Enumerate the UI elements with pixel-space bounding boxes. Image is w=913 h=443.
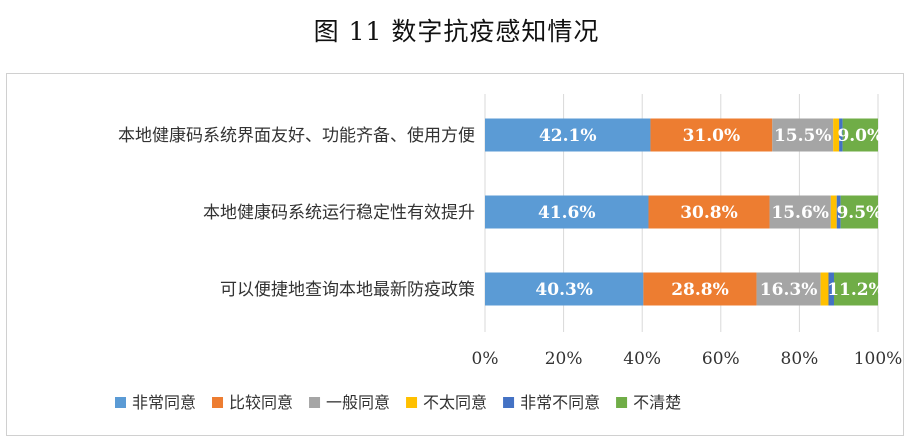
stacked-bar-chart: 42.1% 31.0% 15.5% 9.0% 41.6% 30.8% 15.6% 9.5% 40… (115, 94, 903, 412)
bar-segment (839, 118, 843, 152)
bar-segment (833, 118, 840, 152)
bars: 42.1% 31.0% 15.5% 9.0% 41.6% 30.8% 15.6% 9.5% 40… (485, 118, 885, 306)
legend-entry: 一般同意 (326, 393, 390, 412)
x-tick-labels: 0% 20% 40% 60% 80% 100% (472, 349, 903, 369)
chart-frame: 42.1% 31.0% 15.5% 9.0% 41.6% 30.8% 15.6% 9.5% 40… (6, 73, 904, 436)
data-label: 30.8% (680, 203, 738, 223)
data-label: 11.2% (827, 280, 885, 300)
data-label: 9.0% (837, 126, 883, 146)
data-label: 16.3% (760, 280, 818, 300)
category-label: 本地健康码系统界面友好、功能齐备、使用方便 (118, 125, 475, 146)
legend-swatch (115, 397, 126, 408)
page-title: 图 11 数字抗疫感知情况 (313, 17, 600, 46)
data-label: 28.8% (671, 280, 729, 300)
bar-segment (648, 195, 770, 229)
legend-swatch (503, 397, 515, 408)
bar-segment (643, 272, 757, 306)
bar-segment (772, 118, 834, 152)
bar-segment (830, 195, 837, 229)
bar-segment (769, 195, 831, 229)
bar-segment (650, 118, 773, 152)
data-label: 31.0% (683, 126, 741, 146)
bar-segment (840, 195, 878, 229)
bar-segment (756, 272, 821, 306)
legend-swatch (406, 397, 418, 408)
x-tick-label: 20% (545, 349, 583, 369)
x-tick-label: 100% (854, 349, 903, 369)
data-label: 15.5% (774, 126, 832, 146)
bar-segment (485, 118, 651, 152)
legend-swatch (616, 397, 628, 408)
legend-swatch (309, 397, 321, 408)
bar-segment (485, 195, 649, 229)
data-label: 41.6% (538, 203, 596, 223)
bar-segment (828, 272, 834, 306)
category-labels: 本地健康码系统界面友好、功能齐备、使用方便本地健康码系统运行稳定性有效提升可以便… (118, 125, 475, 300)
bar-segment (820, 272, 829, 306)
legend: 非常同意 比较同意 一般同意 不太同意 非常不同意 不清楚 (115, 393, 681, 412)
legend-entry: 比较同意 (229, 393, 293, 412)
category-label: 本地健康码系统运行稳定性有效提升 (203, 203, 475, 223)
x-tick-label: 80% (781, 349, 819, 369)
data-label: 15.6% (771, 203, 829, 223)
legend-swatch (212, 397, 224, 408)
data-label: 9.5% (836, 203, 882, 223)
bar-segment (833, 272, 878, 306)
x-tick-label: 0% (472, 349, 499, 369)
legend-entry: 不清楚 (633, 393, 681, 412)
bar-segment (842, 118, 878, 152)
legend-entry: 非常同意 (132, 393, 196, 412)
bar-segment (836, 195, 841, 229)
data-label: 42.1% (539, 126, 597, 146)
bar-segment (485, 272, 644, 306)
legend-entry: 非常不同意 (520, 393, 600, 412)
category-label: 可以便捷地查询本地最新防疫政策 (220, 280, 475, 300)
x-tick-label: 40% (623, 349, 661, 369)
x-tick-label: 60% (702, 349, 740, 369)
legend-entry: 不太同意 (423, 393, 487, 412)
data-label: 40.3% (535, 280, 593, 300)
